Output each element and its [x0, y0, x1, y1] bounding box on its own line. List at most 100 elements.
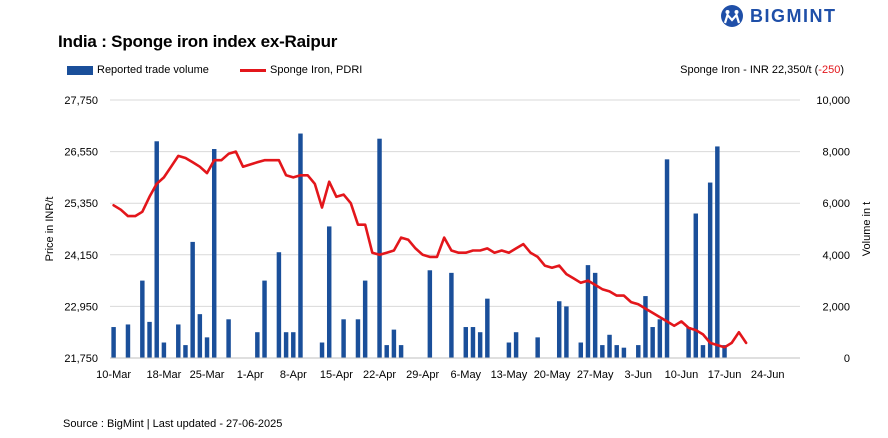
x-tick-label: 24-Jun: [751, 369, 785, 381]
volume-bar: [362, 280, 368, 358]
y-left-tick-label: 21,750: [64, 353, 98, 365]
price-note: Sponge Iron - INR 22,350/t (-250): [680, 64, 844, 76]
volume-bar: [384, 345, 389, 358]
y-left-tick-label: 22,950: [64, 301, 98, 313]
x-tick-label: 27-May: [577, 369, 614, 381]
y-right-tick-label: 4,000: [822, 250, 850, 262]
volume-bar: [226, 319, 231, 358]
volume-bar: [427, 270, 433, 358]
volume-bar: [513, 332, 519, 358]
volume-bar: [125, 324, 131, 358]
legend-line-swatch: [240, 68, 266, 72]
y-left-axis-title: Price in INR/t: [44, 197, 56, 262]
legend-bars: Reported trade volume: [67, 64, 209, 76]
legend-line: Sponge Iron, PDRI: [240, 64, 362, 76]
volume-bar: [111, 327, 116, 358]
volume-bar: [176, 324, 181, 358]
y-right-tick-label: 6,000: [822, 198, 850, 210]
volume-bar: [204, 337, 210, 358]
x-tick-label: 15-Apr: [320, 369, 353, 381]
volume-bar: [506, 342, 512, 358]
volume-bar: [377, 138, 382, 358]
y-left-tick-label: 26,550: [64, 147, 98, 159]
volume-bar: [535, 337, 540, 358]
legend-bar-swatch: [67, 65, 93, 75]
volume-bar: [485, 298, 490, 358]
volume-bar: [276, 252, 282, 358]
volume-bar: [636, 345, 641, 358]
y-left-tick-label: 25,350: [64, 198, 98, 210]
price-note-suffix: ): [840, 64, 844, 76]
y-right-tick-label: 10,000: [816, 95, 850, 107]
volume-bar: [291, 332, 296, 358]
volume-bar: [298, 133, 303, 358]
volume-bar: [147, 321, 152, 358]
volume-bar: [341, 319, 346, 358]
volume-bar: [470, 327, 476, 358]
brand-logo: BIGMINT: [720, 4, 837, 28]
x-tick-label: 29-Apr: [406, 369, 439, 381]
legend-line-label: Sponge Iron, PDRI: [270, 64, 363, 76]
volume-bar: [556, 301, 562, 358]
volume-bar: [657, 319, 663, 358]
volume-bar: [585, 265, 591, 358]
axes: 21,750 22,950 24,150 25,350 26,550 27,750 0 2,0…: [44, 95, 873, 381]
volume-bar: [161, 342, 167, 358]
price-line: [112, 150, 748, 349]
volume-bar: [283, 332, 289, 358]
x-tick-label: 1-Apr: [237, 369, 264, 381]
x-tick-label: 25-Mar: [190, 369, 225, 381]
volume-bar: [664, 159, 670, 358]
volume-bar: [391, 329, 397, 358]
x-tick-label: 10-Jun: [665, 369, 699, 381]
y-left-tick-label: 27,750: [64, 95, 98, 107]
volume-bar: [398, 345, 404, 358]
volume-bar: [255, 332, 260, 358]
volume-bar: [621, 347, 627, 358]
y-right-tick-label: 0: [844, 353, 850, 365]
volume-bar: [578, 342, 584, 358]
x-tick-label: 13-May: [491, 369, 528, 381]
volume-bar: [707, 182, 713, 358]
volume-bar: [463, 327, 469, 358]
volume-bar: [693, 213, 699, 358]
volume-bar: [154, 141, 159, 358]
volume-bar: [262, 280, 267, 358]
volume-bar: [715, 146, 720, 358]
price-change: -250: [818, 64, 841, 76]
y-right-tick-label: 2,000: [822, 301, 850, 313]
volume-bar: [607, 334, 612, 358]
volume-bar: [650, 327, 655, 358]
price-line-path: [112, 150, 748, 349]
x-tick-label: 3-Jun: [625, 369, 653, 381]
volume-bar: [319, 342, 325, 358]
x-tick-label: 17-Jun: [708, 369, 742, 381]
volume-bar: [592, 272, 598, 358]
volume-bar: [449, 272, 454, 358]
x-tick-label: 8-Apr: [280, 369, 307, 381]
x-tick-label: 20-May: [534, 369, 571, 381]
source-note: Source : BigMint | Last updated - 27-06-…: [63, 418, 283, 430]
legend-bar-label: Reported trade volume: [97, 64, 209, 76]
volume-bar: [643, 296, 648, 358]
volume-bar: [600, 345, 605, 358]
volume-bar: [211, 149, 217, 358]
x-tick-label: 10-Mar: [96, 369, 131, 381]
volume-bar: [686, 327, 691, 358]
x-tick-label: 18-Mar: [146, 369, 181, 381]
volume-bar: [197, 314, 203, 358]
price-note-prefix: Sponge Iron - INR 22,350/t (: [680, 64, 819, 76]
y-left-tick-label: 24,150: [64, 250, 98, 262]
volume-bar: [140, 280, 145, 358]
chart-title: India : Sponge iron index ex-Raipur: [58, 32, 338, 51]
volume-bar: [355, 319, 361, 358]
brand-logo-icon: [721, 5, 743, 27]
y-right-tick-label: 8,000: [822, 147, 850, 159]
brand-name: BIGMINT: [750, 5, 837, 26]
volume-bar: [183, 345, 188, 358]
y-right-axis-title: Volume in t: [861, 202, 873, 256]
volume-bar: [700, 345, 706, 358]
volume-bar: [326, 226, 332, 358]
volume-bar: [614, 345, 619, 358]
